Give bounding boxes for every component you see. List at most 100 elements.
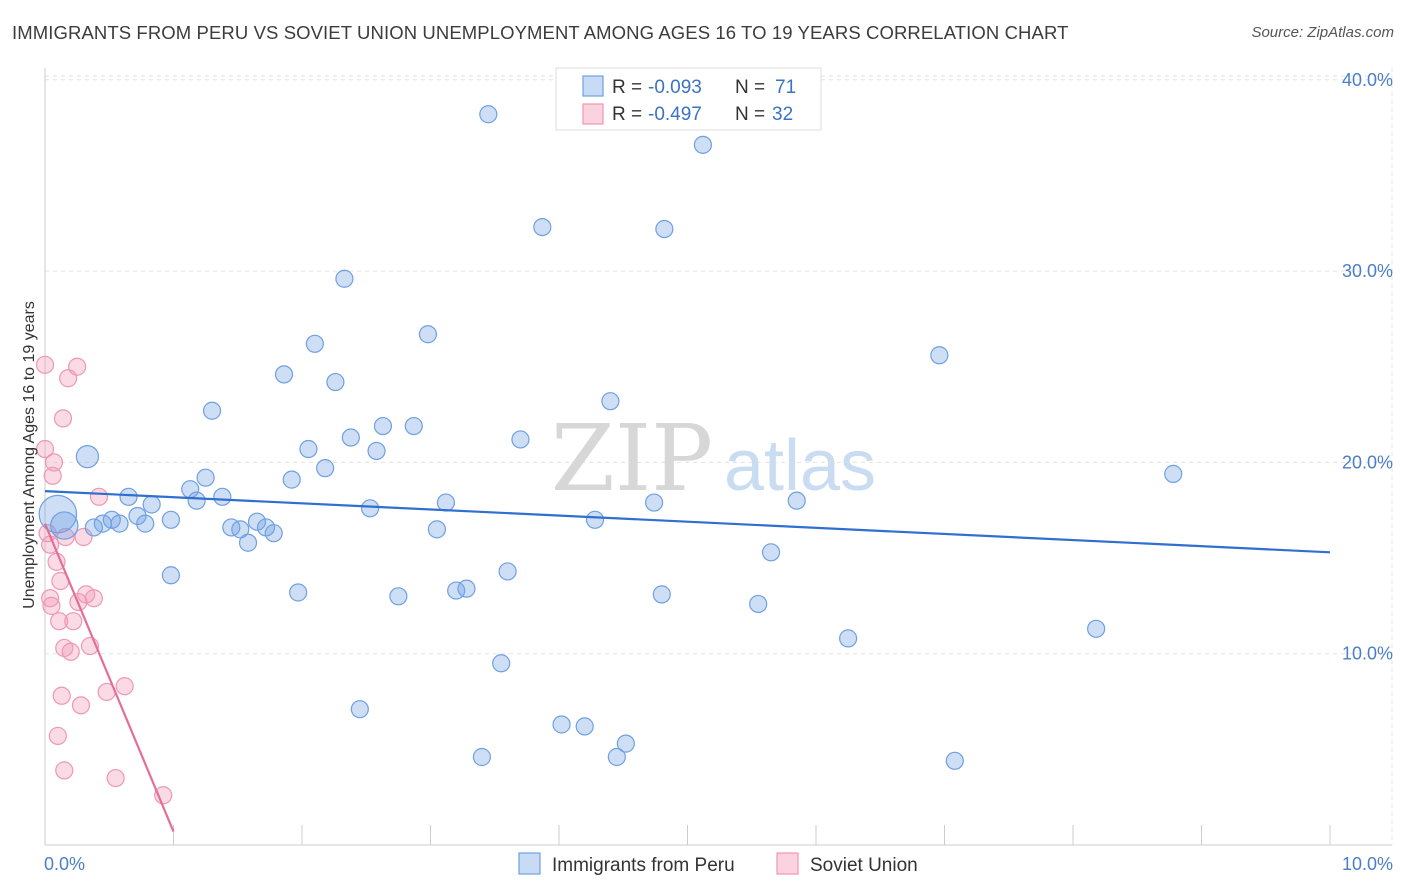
point-immigrants-from-peru [367,441,386,461]
legend-r-value-peru: -0.093 [648,77,702,98]
point-immigrants-from-peru [693,135,713,154]
point-immigrants-from-peru [607,747,626,767]
point-immigrants-from-peru [404,416,423,436]
legend-swatch-soviet-union [776,852,799,875]
point-immigrants-from-peru [389,587,408,606]
point-immigrants-from-peru [511,430,530,449]
legend-n-value-soviet: 32 [772,104,793,125]
legend-r-label-peru: R = [612,77,642,98]
point-immigrants-from-peru [119,487,138,506]
point-immigrants-from-peru [247,512,267,531]
point-soviet-union [52,686,71,705]
point-immigrants-from-peru [492,654,511,673]
point-immigrants-from-peru [1164,464,1183,483]
point-immigrants-from-peru [350,700,369,719]
grid-lines [45,68,1393,845]
chart-title: IMMIGRANTS FROM PERU VS SOVIET UNION UNE… [12,22,1069,43]
point-soviet-union [44,453,64,472]
point-immigrants-from-peru [326,372,345,392]
point-soviet-union [68,357,87,376]
point-soviet-union [71,696,91,715]
point-immigrants-from-peru [196,468,215,487]
point-immigrants-from-peru [373,416,393,436]
point-immigrants-from-peru [213,487,232,506]
correlation-legend: R = -0.093 N = 71 R = -0.497 N = 32 [555,67,822,131]
point-immigrants-from-peru [84,518,103,537]
point-immigrants-from-peru [616,734,635,753]
point-soviet-union [55,761,74,780]
legend-swatch-soviet [582,103,604,125]
series-immigrants-from-peru [38,105,1183,770]
point-immigrants-from-peru [457,579,476,598]
trend-line-soviet-union [43,523,175,833]
point-immigrants-from-peru [142,495,161,514]
series-legend: Immigrants from Peru Soviet Union [518,852,918,876]
legend-n-label-soviet: N = [735,104,765,125]
point-immigrants-from-peru [222,518,241,537]
point-immigrants-from-peru [552,715,571,734]
point-immigrants-from-peru [335,269,354,288]
point-immigrants-from-peru [361,499,380,518]
point-immigrants-from-peru [161,566,181,585]
watermark-zip: ZIP [551,405,713,512]
legend-n-value-peru: 71 [775,77,796,98]
point-immigrants-from-peru [161,510,181,529]
axes [44,68,1392,846]
point-immigrants-from-peru [749,594,768,614]
y-tick-label-2: 30.0% [1342,261,1393,281]
point-immigrants-from-peru [1087,619,1106,638]
point-immigrants-from-peru [436,493,456,512]
point-immigrants-from-peru [128,506,147,526]
point-soviet-union [53,409,73,428]
point-immigrants-from-peru [945,751,964,770]
point-immigrants-from-peru [316,459,335,478]
point-immigrants-from-peru [472,747,491,767]
point-immigrants-from-peru [110,514,129,533]
legend-r-value-soviet: -0.497 [648,104,702,125]
point-immigrants-from-peru [274,365,294,384]
x-tick-label-1: 10.0% [1342,854,1393,874]
point-immigrants-from-peru [761,543,781,562]
point-immigrants-from-peru [289,583,308,602]
point-immigrants-from-peru [282,470,301,489]
point-soviet-union [35,439,55,459]
legend-swatch-immigrants-from-peru [518,852,541,875]
point-immigrants-from-peru [75,445,100,469]
point-soviet-union [89,487,109,506]
point-immigrants-from-peru [427,520,447,539]
point-soviet-union [35,355,55,374]
y-tick-label-3: 40.0% [1342,70,1393,90]
point-immigrants-from-peru [655,219,674,239]
point-soviet-union [61,642,80,661]
point-immigrants-from-peru [238,533,258,552]
point-immigrants-from-peru [652,585,671,604]
point-immigrants-from-peru [299,439,318,459]
point-immigrants-from-peru [575,717,594,736]
source-label: Source: ZipAtlas.com [1251,24,1394,41]
legend-r-label-soviet: R = [612,104,642,125]
tick-labels: 10.0% 20.0% 30.0% 40.0% 0.0% 10.0% [44,70,1393,874]
point-immigrants-from-peru [644,493,664,512]
y-tick-label-1: 20.0% [1342,452,1393,472]
point-immigrants-from-peru [533,218,552,237]
point-soviet-union [48,726,67,746]
y-axis-label: Unemployment Among Ages 16 to 19 years [21,301,38,609]
x-tick-label-0: 0.0% [44,854,85,874]
trend-line-immigrants-from-peru [44,489,1331,554]
point-soviet-union [41,589,60,608]
point-immigrants-from-peru [418,325,438,344]
point-immigrants-from-peru [498,562,517,581]
point-immigrants-from-peru [305,334,324,353]
point-immigrants-from-peru [50,511,79,540]
point-soviet-union [106,768,125,788]
point-immigrants-from-peru [231,520,250,539]
legend-swatch-peru [582,75,604,97]
trend-lines [43,489,1331,833]
y-tick-label-0: 10.0% [1342,644,1393,664]
legend-label-soviet-union: Soviet Union [810,855,918,876]
point-immigrants-from-peru [930,346,949,365]
point-soviet-union [50,612,69,631]
legend-n-label-peru: N = [735,77,765,98]
point-immigrants-from-peru [479,105,498,124]
